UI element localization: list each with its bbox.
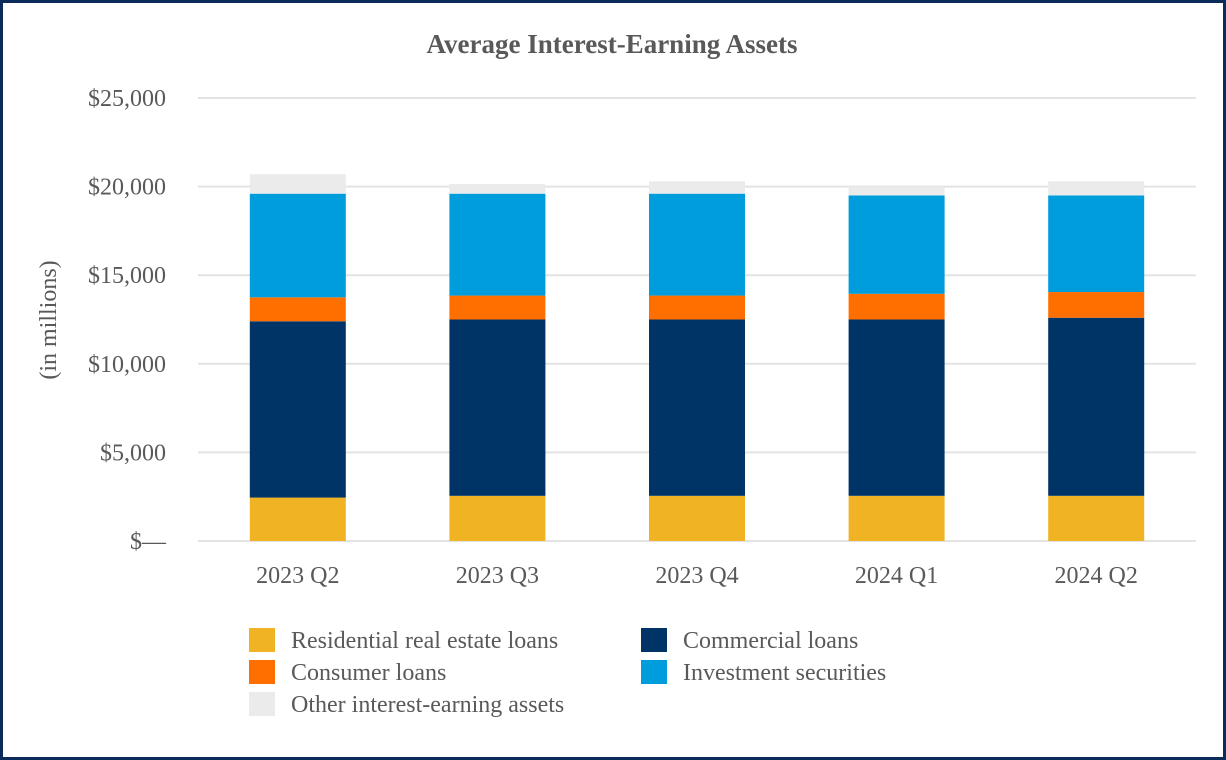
y-tick-label: $25,000 (88, 86, 166, 112)
bar-segment (449, 193, 546, 296)
bars (249, 174, 1145, 541)
y-tick-label: $5,000 (100, 440, 166, 466)
legend-label: Commercial loans (683, 628, 858, 654)
bar-segment (249, 193, 346, 298)
bar-segment (1048, 317, 1145, 496)
x-tick-label: 2024 Q2 (1055, 563, 1138, 589)
y-axis-ticks: $— $5,000 $10,000 $15,000 $20,000 $25,000 (88, 86, 167, 555)
y-tick-label: $10,000 (88, 352, 166, 378)
bar-segment (449, 183, 546, 194)
y-tick-label: $— (130, 529, 167, 555)
bar-segment (249, 321, 346, 498)
x-axis-ticks: 2023 Q2 2023 Q3 2023 Q4 2024 Q1 2024 Q2 (256, 563, 1138, 589)
bar-segment (249, 497, 346, 541)
x-tick-label: 2023 Q2 (256, 563, 339, 589)
x-tick-label: 2023 Q4 (655, 563, 738, 589)
bar-segment (249, 297, 346, 322)
legend-swatch (641, 628, 667, 652)
bar-segment (848, 195, 945, 294)
legend-swatch (641, 660, 667, 684)
chart-title: Average Interest-Earning Assets (427, 29, 798, 59)
legend: Residential real estate loans Commercial … (249, 628, 886, 718)
bar-segment (1048, 181, 1145, 196)
bar-segment (848, 186, 945, 196)
bar-segment (649, 295, 745, 320)
bar-segment (449, 319, 546, 496)
x-tick-label: 2023 Q3 (456, 563, 539, 589)
legend-swatch (249, 660, 275, 684)
y-axis-label: (in millions) (36, 260, 62, 379)
bar-segment (848, 319, 945, 496)
bar-segment (1048, 292, 1145, 318)
legend-label: Consumer loans (291, 660, 446, 686)
legend-swatch (249, 692, 275, 716)
bar-segment (848, 293, 945, 320)
bar-segment (449, 495, 546, 541)
bar-segment (449, 295, 546, 320)
bar-segment (249, 174, 346, 194)
bar-segment (649, 181, 745, 194)
legend-swatch (249, 628, 275, 652)
y-tick-label: $20,000 (88, 175, 166, 201)
y-tick-label: $15,000 (88, 263, 166, 289)
legend-label: Investment securities (683, 660, 886, 686)
bar-segment (649, 319, 745, 496)
bar-segment (1048, 495, 1145, 541)
bar-segment (848, 495, 945, 541)
bar-segment (649, 495, 745, 541)
legend-label: Other interest-earning assets (291, 692, 564, 718)
x-tick-label: 2024 Q1 (855, 563, 938, 589)
bar-segment (1048, 195, 1145, 293)
legend-label: Residential real estate loans (291, 628, 558, 654)
bar-segment (649, 193, 745, 296)
